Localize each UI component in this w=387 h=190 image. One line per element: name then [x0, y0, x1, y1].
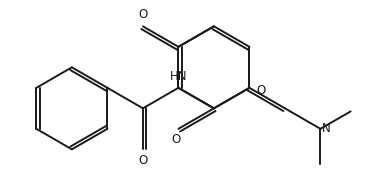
Text: O: O — [256, 84, 265, 97]
Text: N: N — [322, 122, 330, 135]
Text: O: O — [138, 8, 147, 21]
Text: HN: HN — [170, 70, 187, 83]
Text: O: O — [171, 133, 180, 146]
Text: O: O — [138, 154, 147, 167]
